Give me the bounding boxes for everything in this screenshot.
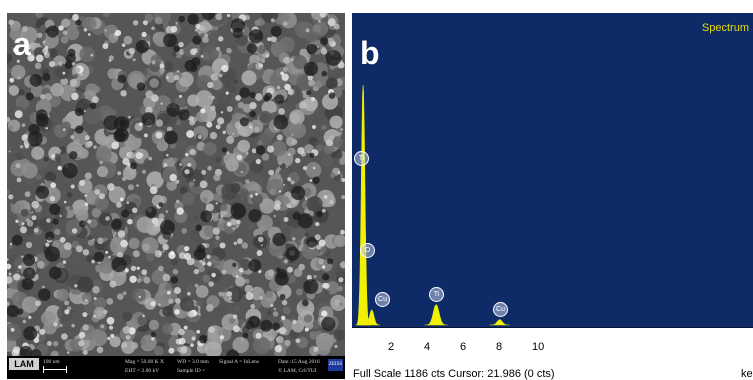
x-tick-label: 8: [496, 341, 503, 353]
scale-text: 100 nm: [43, 359, 60, 365]
sample-text: Sample ID =: [177, 368, 206, 374]
eds-panel: b Spectrum Ti O Cu Ti Cu 2 4 6 8 10 Full Scale 1…: [352, 13, 753, 380]
peak-label-cu: Cu: [375, 292, 390, 307]
energy-units: ke: [741, 368, 753, 380]
signal-text: Signal A = InLens: [219, 359, 259, 365]
spectrum-title: Spectrum: [701, 22, 749, 34]
eht-text: EHT = 2.00 kV: [125, 368, 160, 374]
sem-info-bar: LAM 100 nm Mag = 50.00 K X WD = 3.0 mm S…: [7, 356, 345, 379]
peak-label-o: O: [360, 243, 375, 258]
spectrum-peak-ti: [424, 304, 448, 326]
sem-micrograph: [7, 13, 345, 356]
x-tick-label: 2: [388, 341, 395, 353]
panel-label-b: b: [360, 35, 380, 71]
lab-logo: LAM: [9, 358, 39, 370]
lab-text: © LAM, CrI/TUI: [278, 368, 317, 374]
zeiss-logo: ZEISS: [328, 359, 343, 371]
scale-bar: [43, 366, 67, 373]
sem-panel: a LAM 100 nm Mag = 50.00 K X WD = 3.0 mm…: [0, 0, 348, 379]
peak-label-ti: Ti: [429, 287, 444, 302]
spectrum-plot-area: [352, 13, 753, 328]
wd-text: WD = 3.0 mm: [177, 359, 209, 365]
x-tick-label: 10: [532, 341, 545, 353]
x-tick-label: 6: [460, 341, 467, 353]
peak-label-ti: Ti: [354, 151, 369, 166]
x-tick-label: 4: [424, 341, 431, 353]
peak-label-cu: Cu: [493, 302, 508, 317]
spectrum-peak-cu: [489, 319, 510, 326]
mag-text: Mag = 50.00 K X: [125, 359, 165, 365]
panel-label-a: a: [13, 26, 31, 62]
spectrum-chart: [352, 85, 753, 337]
sem-texture: [7, 13, 345, 356]
status-readout: Full Scale 1186 cts Cursor: 21.986 (0 ct…: [353, 368, 555, 380]
spectrum-peak-cu: [363, 309, 381, 326]
date-text: Date :15 Aug 2016: [278, 359, 320, 365]
energy-axis: 2 4 6 8 10 Full Scale 1186 cts Cursor: 21.98…: [352, 328, 753, 380]
